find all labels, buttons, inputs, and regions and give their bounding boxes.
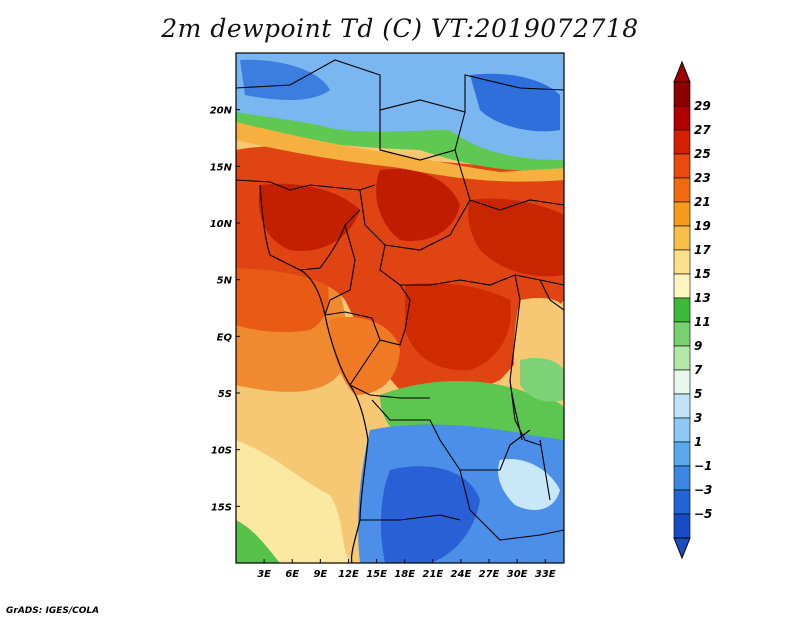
colorbar-label: 29 xyxy=(694,99,711,113)
border-gabon-congo xyxy=(324,284,411,346)
longitude-labels: 3E 6E 9E 12E 15E 18E 21E 24E 27E 30E 33E xyxy=(257,559,556,580)
colorbar-swatch xyxy=(673,273,691,299)
field-deep-red-center xyxy=(376,169,460,241)
colorbar-swatch xyxy=(673,489,691,515)
colorbar-swatch xyxy=(673,225,691,251)
border-sudan xyxy=(469,199,564,211)
border-libya-chad xyxy=(379,110,466,161)
colorbar-swatch xyxy=(673,177,691,203)
colorbar-swatch xyxy=(673,417,691,443)
colorbar-swatch xyxy=(673,513,691,539)
colorbar-swatch xyxy=(673,345,691,371)
border-cameroon xyxy=(324,224,356,316)
lon-label: 30E xyxy=(507,569,528,580)
colorbar-label: 27 xyxy=(694,123,711,137)
field-sahara-green xyxy=(236,112,564,171)
lon-label: 24E xyxy=(451,569,472,580)
field-south-darkblue xyxy=(380,466,480,563)
colorbar-label: 11 xyxy=(694,315,711,329)
colorbar-top-arrow xyxy=(673,60,691,83)
border-drc-west xyxy=(349,339,430,399)
country-borders xyxy=(236,59,564,563)
field-far-south xyxy=(236,440,350,563)
colorbar-label: 5 xyxy=(694,387,702,401)
field-southwest-corner xyxy=(236,520,280,563)
colorbar-label: 25 xyxy=(694,147,711,161)
colorbar-bottom-arrow xyxy=(673,537,691,560)
lon-label: 33E xyxy=(535,569,556,580)
coastline-west xyxy=(299,269,369,563)
field-deep-red-west xyxy=(258,183,360,251)
colorbar-label: 1 xyxy=(694,435,702,449)
lon-label: 9E xyxy=(313,569,327,580)
colorbar-label: 23 xyxy=(694,171,711,185)
field-sahara-dark-west xyxy=(240,59,330,100)
colorbar-swatch xyxy=(673,441,691,467)
latitude-labels: 20N 15N 10N 5N EQ 5S 10S 15S xyxy=(210,106,240,513)
colorbar-label: 15 xyxy=(694,267,711,281)
colorbar-swatch xyxy=(673,321,691,347)
colorbar-swatch xyxy=(673,153,691,179)
colorbar-label: 21 xyxy=(694,195,711,209)
colorbar-swatch xyxy=(673,105,691,131)
colorbar-label: −3 xyxy=(694,483,712,497)
lat-label: 15S xyxy=(211,502,232,513)
colorbar-swatch xyxy=(673,369,691,395)
field-congo-orange xyxy=(330,316,400,395)
lon-label: 21E xyxy=(422,569,443,580)
colorbar-label: 9 xyxy=(694,339,702,353)
colorbar-swatch xyxy=(673,465,691,491)
lon-label: 15E xyxy=(366,569,387,580)
map-title: 2m dewpoint Td (C) VT:2019072718 xyxy=(161,14,639,43)
colorbar: 29 27 25 23 21 19 17 15 13 11 9 7 5 3 1 −1 −3 −5 xyxy=(673,60,712,560)
lat-label: 10N xyxy=(210,219,233,230)
field-layer xyxy=(236,53,564,563)
field-sahel-yellow xyxy=(236,122,564,182)
colorbar-swatch xyxy=(673,81,691,107)
colorbar-swatch xyxy=(673,393,691,419)
colorbar-swatch xyxy=(673,249,691,275)
border-drc-angola xyxy=(371,399,531,471)
field-drc-red xyxy=(405,283,511,371)
colorbar-swatch xyxy=(673,201,691,227)
colorbar-swatch xyxy=(673,129,691,155)
border-sahara xyxy=(236,59,564,113)
lon-label: 27E xyxy=(479,569,500,580)
map-frame xyxy=(235,52,565,564)
lat-label: 5S xyxy=(218,389,232,400)
border-uganda xyxy=(539,279,564,311)
field-deep-red-east xyxy=(468,198,564,277)
colorbar-label: −5 xyxy=(694,507,712,521)
lon-label: 6E xyxy=(285,569,299,580)
field-gulf-inner xyxy=(236,268,329,333)
colorbar-label: 7 xyxy=(694,363,703,377)
field-south-lightblue xyxy=(498,459,560,510)
border-car-drc xyxy=(379,244,564,286)
border-rift-lakes xyxy=(509,379,551,501)
field-sahara-dark-east xyxy=(470,73,560,132)
credit-text: GrADS: IGES/COLA xyxy=(6,606,99,616)
lat-label: 15N xyxy=(210,162,233,173)
field-east-green xyxy=(520,358,564,402)
colorbar-label: 19 xyxy=(694,219,711,233)
colorbar-label: −1 xyxy=(694,459,712,473)
lat-label: EQ xyxy=(217,332,233,343)
lat-label: 20N xyxy=(210,106,233,117)
lon-label: 12E xyxy=(338,569,359,580)
lat-label: 10S xyxy=(211,446,232,457)
lon-label: 3E xyxy=(257,569,271,580)
border-angola-namibia xyxy=(360,514,461,521)
border-zambia xyxy=(459,469,564,541)
lon-label: 18E xyxy=(394,569,415,580)
colorbar-label: 17 xyxy=(694,243,711,257)
colorbar-label: 13 xyxy=(694,291,711,305)
colorbar-label: 3 xyxy=(694,411,702,425)
colorbar-swatch xyxy=(673,297,691,323)
lat-label: 5N xyxy=(217,276,233,287)
